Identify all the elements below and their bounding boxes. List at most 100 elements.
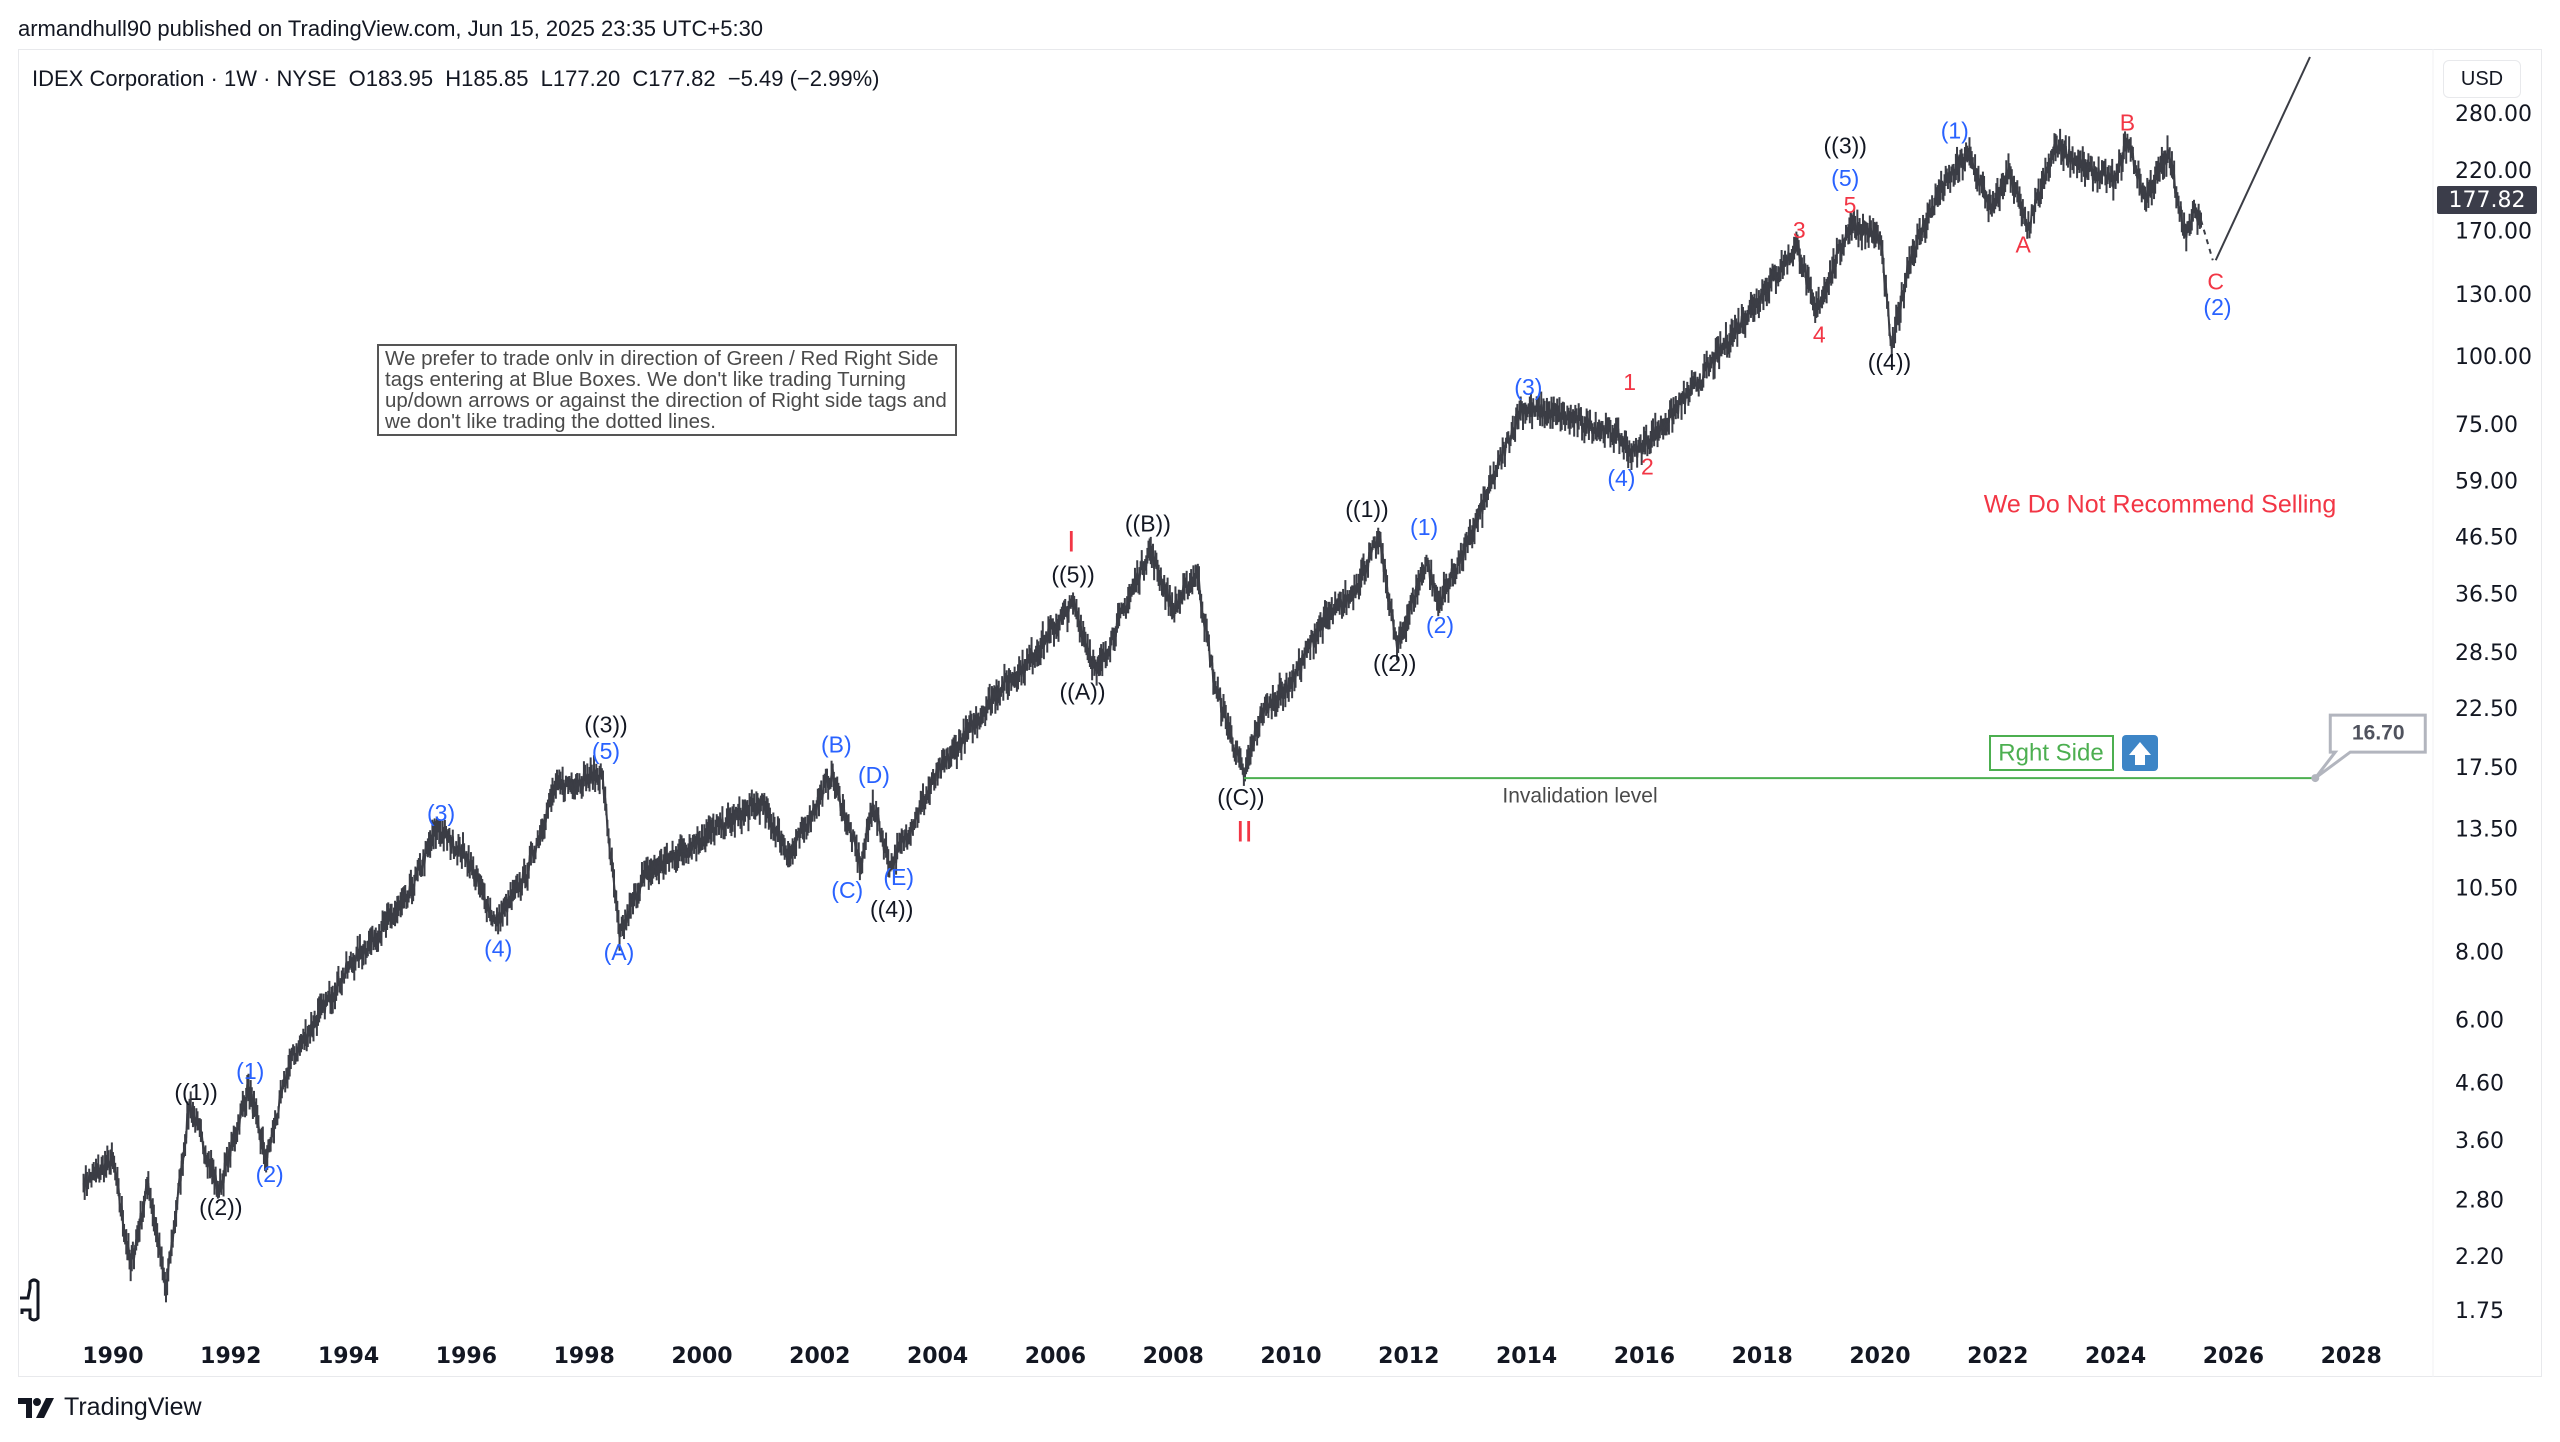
x-axis[interactable]: 1990 1992 1994 1996 1998 2000 2002 2004 2006 2008… bbox=[82, 1344, 2381, 1369]
x-tick-label: 2014 bbox=[1496, 1344, 1557, 1369]
y-tick-label: 22.50 bbox=[2455, 697, 2518, 722]
right-side-tag: Rght Side bbox=[1989, 735, 2114, 771]
x-tick-label: 1998 bbox=[554, 1344, 615, 1369]
wave-label: C bbox=[2207, 268, 2224, 294]
wave-label: ((4)) bbox=[1868, 349, 1911, 375]
x-tick-label: 2010 bbox=[1260, 1344, 1321, 1369]
wave-label: 1 bbox=[1623, 369, 1636, 395]
wave-label: (2) bbox=[2203, 294, 2231, 320]
wave-label: ((3)) bbox=[584, 711, 627, 737]
publish-info: armandhull90 published on TradingView.co… bbox=[18, 16, 764, 41]
wave-label: (C) bbox=[831, 877, 863, 903]
wave-label: ((2)) bbox=[1373, 650, 1416, 676]
y-tick-label: 4.60 bbox=[2455, 1071, 2504, 1096]
wave-label: ((A)) bbox=[1060, 679, 1106, 705]
wave-label: (A) bbox=[604, 939, 635, 965]
svg-text:177.82: 177.82 bbox=[2449, 188, 2526, 213]
dotted-path bbox=[2200, 219, 2214, 261]
x-tick-label: 2018 bbox=[1732, 1344, 1793, 1369]
wave-label: (1) bbox=[1410, 514, 1438, 540]
wave-label: ((1)) bbox=[174, 1079, 217, 1105]
currency-button[interactable]: USD bbox=[2443, 60, 2521, 98]
x-tick-label: 2000 bbox=[671, 1344, 732, 1369]
wave-label: (5) bbox=[592, 738, 620, 764]
price-bars bbox=[82, 128, 2203, 1303]
y-tick-label: 280.00 bbox=[2455, 102, 2532, 127]
last-price-label: 177.82 bbox=[2437, 186, 2537, 214]
y-tick-label: 59.00 bbox=[2455, 469, 2518, 494]
wave-label: 4 bbox=[1813, 322, 1826, 348]
footer-brand: TradingView bbox=[64, 1393, 202, 1421]
wave-label: ((C)) bbox=[1217, 784, 1264, 810]
y-tick-label: 2.80 bbox=[2455, 1188, 2504, 1213]
x-tick-label: 2020 bbox=[1849, 1344, 1910, 1369]
x-tick-label: 2016 bbox=[1614, 1344, 1675, 1369]
y-tick-label: 2.20 bbox=[2455, 1245, 2504, 1270]
y-tick-label: 36.50 bbox=[2455, 583, 2518, 608]
y-tick-label: 46.50 bbox=[2455, 526, 2518, 551]
wave-label: (3) bbox=[1514, 374, 1542, 400]
y-tick-label: 6.00 bbox=[2455, 1009, 2504, 1034]
y-axis[interactable]: 280.00 220.00 170.00 130.00 100.00 75.00 59.00… bbox=[2455, 102, 2532, 1324]
x-tick-label: 1994 bbox=[318, 1344, 379, 1369]
wave-label: (4) bbox=[484, 936, 512, 962]
x-tick-label: 2028 bbox=[2321, 1344, 2382, 1369]
y-tick-label: 100.00 bbox=[2455, 345, 2532, 370]
wave-label: I bbox=[1067, 526, 1075, 559]
price-callout: 16.70 bbox=[2311, 713, 2427, 783]
wave-label: (5) bbox=[1831, 165, 1859, 191]
y-tick-label: 75.00 bbox=[2455, 413, 2518, 438]
svg-text:Rght Side: Rght Side bbox=[1998, 739, 2103, 766]
x-tick-label: 2012 bbox=[1378, 1344, 1439, 1369]
wave-label: ((3)) bbox=[1824, 132, 1867, 158]
y-tick-label: 3.60 bbox=[2455, 1129, 2504, 1154]
chart-frame bbox=[18, 49, 2542, 1377]
hand-cursor-icon bbox=[20, 1278, 40, 1322]
y-tick-label: 17.50 bbox=[2455, 756, 2518, 781]
x-tick-label: 2006 bbox=[1025, 1344, 1086, 1369]
trading-note: We prefer to trade onlv in direction of … bbox=[377, 344, 957, 436]
y-tick-label: 13.50 bbox=[2455, 817, 2518, 842]
y-tick-label: 1.75 bbox=[2455, 1299, 2504, 1324]
wave-label: B bbox=[2120, 109, 2135, 135]
wave-label: II bbox=[1236, 815, 1253, 848]
arrow-up-icon bbox=[2122, 735, 2158, 771]
wave-label: ((5)) bbox=[1051, 561, 1094, 587]
wave-label: (D) bbox=[858, 762, 890, 788]
wave-label: (3) bbox=[427, 800, 455, 826]
tradingview-footer: TradingView bbox=[18, 1393, 202, 1422]
wave-label: (1) bbox=[236, 1058, 264, 1084]
x-tick-label: 2002 bbox=[789, 1344, 850, 1369]
wave-label: (1) bbox=[1941, 117, 1969, 143]
y-tick-label: 170.00 bbox=[2455, 220, 2532, 245]
wave-label: (E) bbox=[883, 864, 914, 890]
wave-label: (2) bbox=[256, 1161, 284, 1187]
no-sell-notice: We Do Not Recommend Selling bbox=[1984, 491, 2336, 519]
x-tick-label: 1990 bbox=[82, 1344, 143, 1369]
y-tick-label: 220.00 bbox=[2455, 159, 2532, 184]
wave-label: ((B)) bbox=[1125, 511, 1171, 537]
x-tick-label: 1996 bbox=[436, 1344, 497, 1369]
svg-text:16.70: 16.70 bbox=[2352, 722, 2405, 745]
wave-label: (2) bbox=[1426, 612, 1454, 638]
wave-labels: ((1))((2))(1)(2)(3)(4)((3))(5)(A)(B)(D)(… bbox=[174, 109, 2231, 1220]
x-tick-label: 1992 bbox=[200, 1344, 261, 1369]
invalidation-label: Invalidation level bbox=[1502, 785, 1657, 808]
wave-label: ((2)) bbox=[199, 1194, 242, 1220]
y-tick-label: 8.00 bbox=[2455, 941, 2504, 966]
tradingview-logo-icon bbox=[18, 1397, 54, 1418]
wave-label: 3 bbox=[1793, 217, 1806, 243]
x-tick-label: 2024 bbox=[2085, 1344, 2146, 1369]
x-tick-label: 2026 bbox=[2203, 1344, 2264, 1369]
wave-label: A bbox=[2015, 232, 2031, 258]
wave-label: (4) bbox=[1607, 465, 1635, 491]
y-tick-label: 28.50 bbox=[2455, 641, 2518, 666]
projection-line bbox=[2214, 56, 2311, 261]
x-tick-label: 2004 bbox=[907, 1344, 968, 1369]
x-tick-label: 2022 bbox=[1967, 1344, 2028, 1369]
y-tick-label: 10.50 bbox=[2455, 877, 2518, 902]
wave-label: ((4)) bbox=[870, 896, 913, 922]
wave-label: 5 bbox=[1844, 192, 1857, 218]
wave-label: 2 bbox=[1641, 454, 1654, 480]
